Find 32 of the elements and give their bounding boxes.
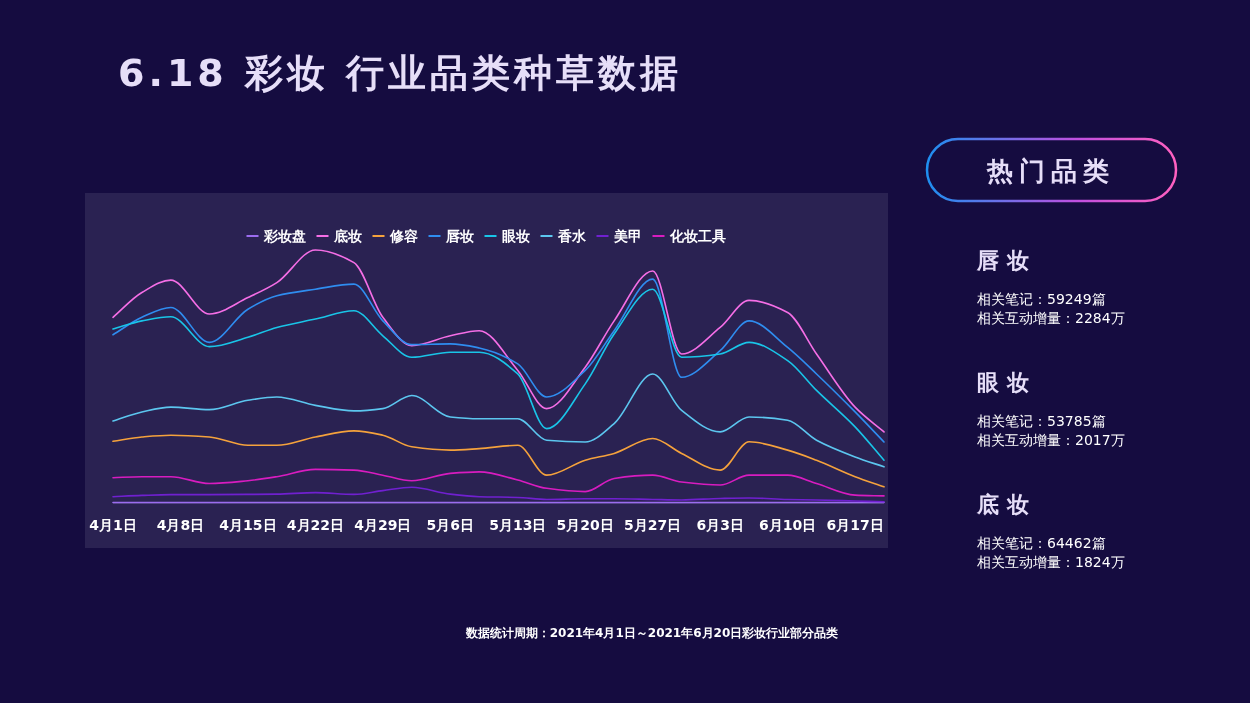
text: 底 妆 [976,492,1029,517]
text: 相关笔记：64462篇 [977,535,1106,551]
text: 相关互动增量：1824万 [977,554,1125,570]
x-tick-label: 5月6日 [426,517,475,533]
text: 相关笔记：53785篇 [977,413,1106,429]
legend-label: 美甲 [612,228,642,244]
x-tick-label: 4月29日 [354,517,412,533]
text: 唇 妆 [976,248,1029,273]
x-tick-label: 5月13日 [489,517,547,533]
legend-label: 化妆工具 [668,228,726,244]
text: 相关互动增量：2017万 [977,432,1125,448]
text: 相关笔记：59249篇 [977,291,1106,307]
x-tick-label: 5月20日 [556,517,614,533]
legend-label: 香水 [556,228,587,244]
x-tick-label: 4月15日 [219,517,277,533]
x-tick-label: 4月1日 [89,517,137,533]
x-tick-label: 4月8日 [156,517,205,533]
legend-label: 底妆 [332,228,362,244]
text: 相关互动增量：2284万 [977,310,1125,326]
text: 热门品类 [986,156,1115,186]
legend-label: 修容 [388,228,418,244]
x-tick-label: 4月22日 [286,517,344,533]
legend-label: 彩妆盘 [262,228,306,244]
x-tick-label: 6月10日 [759,517,817,533]
text: 数据统计周期：2021年4月1日～2021年6月20日彩妆行业部分品类 [464,626,839,640]
x-tick-label: 6月17日 [826,517,884,533]
legend-label: 唇妆 [444,228,474,244]
x-tick-label: 6月3日 [696,517,744,533]
x-tick-label: 5月27日 [624,517,682,533]
text: 眼 妆 [977,370,1029,395]
chart-title: 6.18 彩妆 行业品类种草数据 [118,51,683,95]
legend-label: 眼妆 [501,228,530,244]
